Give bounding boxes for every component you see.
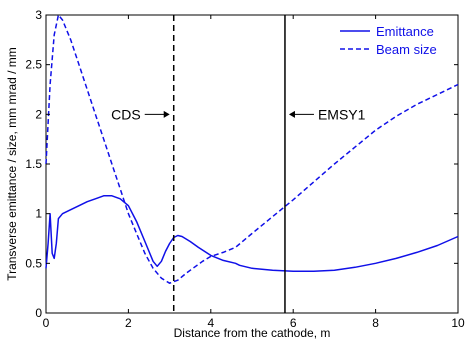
x-tick-label: 8 <box>372 316 379 330</box>
x-tick-label: 10 <box>451 316 465 330</box>
plot-area: CDS EMSY1 0 2 4 6 8 10 0 0.5 1 1.5 2 2.5 3 <box>25 8 465 330</box>
y-tick-label: 1 <box>35 207 42 221</box>
plot-frame <box>45 14 459 314</box>
y-tick-label: 3 <box>35 8 42 22</box>
x-tick-label: 0 <box>43 316 50 330</box>
legend-label-emittance: Emittance <box>376 24 434 39</box>
annotation-layer: CDS EMSY1 <box>111 15 366 313</box>
y-tick-label: 1.5 <box>25 157 42 171</box>
x-tick-label: 2 <box>125 316 132 330</box>
series-layer <box>45 14 459 284</box>
y-axis-label: Transverse emittance / size, mm mrad / m… <box>5 47 19 281</box>
y-tick-label: 2.5 <box>25 58 42 72</box>
x-axis-label: Distance from the cathode, m <box>174 326 331 340</box>
x-tick-label: 6 <box>290 316 297 330</box>
y-tick-label: 2 <box>35 107 42 121</box>
legend: Emittance Beam size <box>340 24 437 57</box>
y-tick-label: 0 <box>35 306 42 320</box>
y-tick-label: 0.5 <box>25 256 42 270</box>
series-line-emittance <box>45 195 459 273</box>
marker-label-emsy1: EMSY1 <box>318 106 366 122</box>
tick-layer: 0 2 4 6 8 10 0 0.5 1 1.5 2 2.5 3 <box>25 8 465 330</box>
legend-label-beam-size: Beam size <box>376 42 437 57</box>
marker-arrow-head-emsy1 <box>288 110 295 118</box>
series-line-beam-size <box>45 14 459 284</box>
x-tick-label: 4 <box>207 316 214 330</box>
marker-arrow-head-cds <box>163 110 170 118</box>
marker-label-cds: CDS <box>111 106 141 122</box>
